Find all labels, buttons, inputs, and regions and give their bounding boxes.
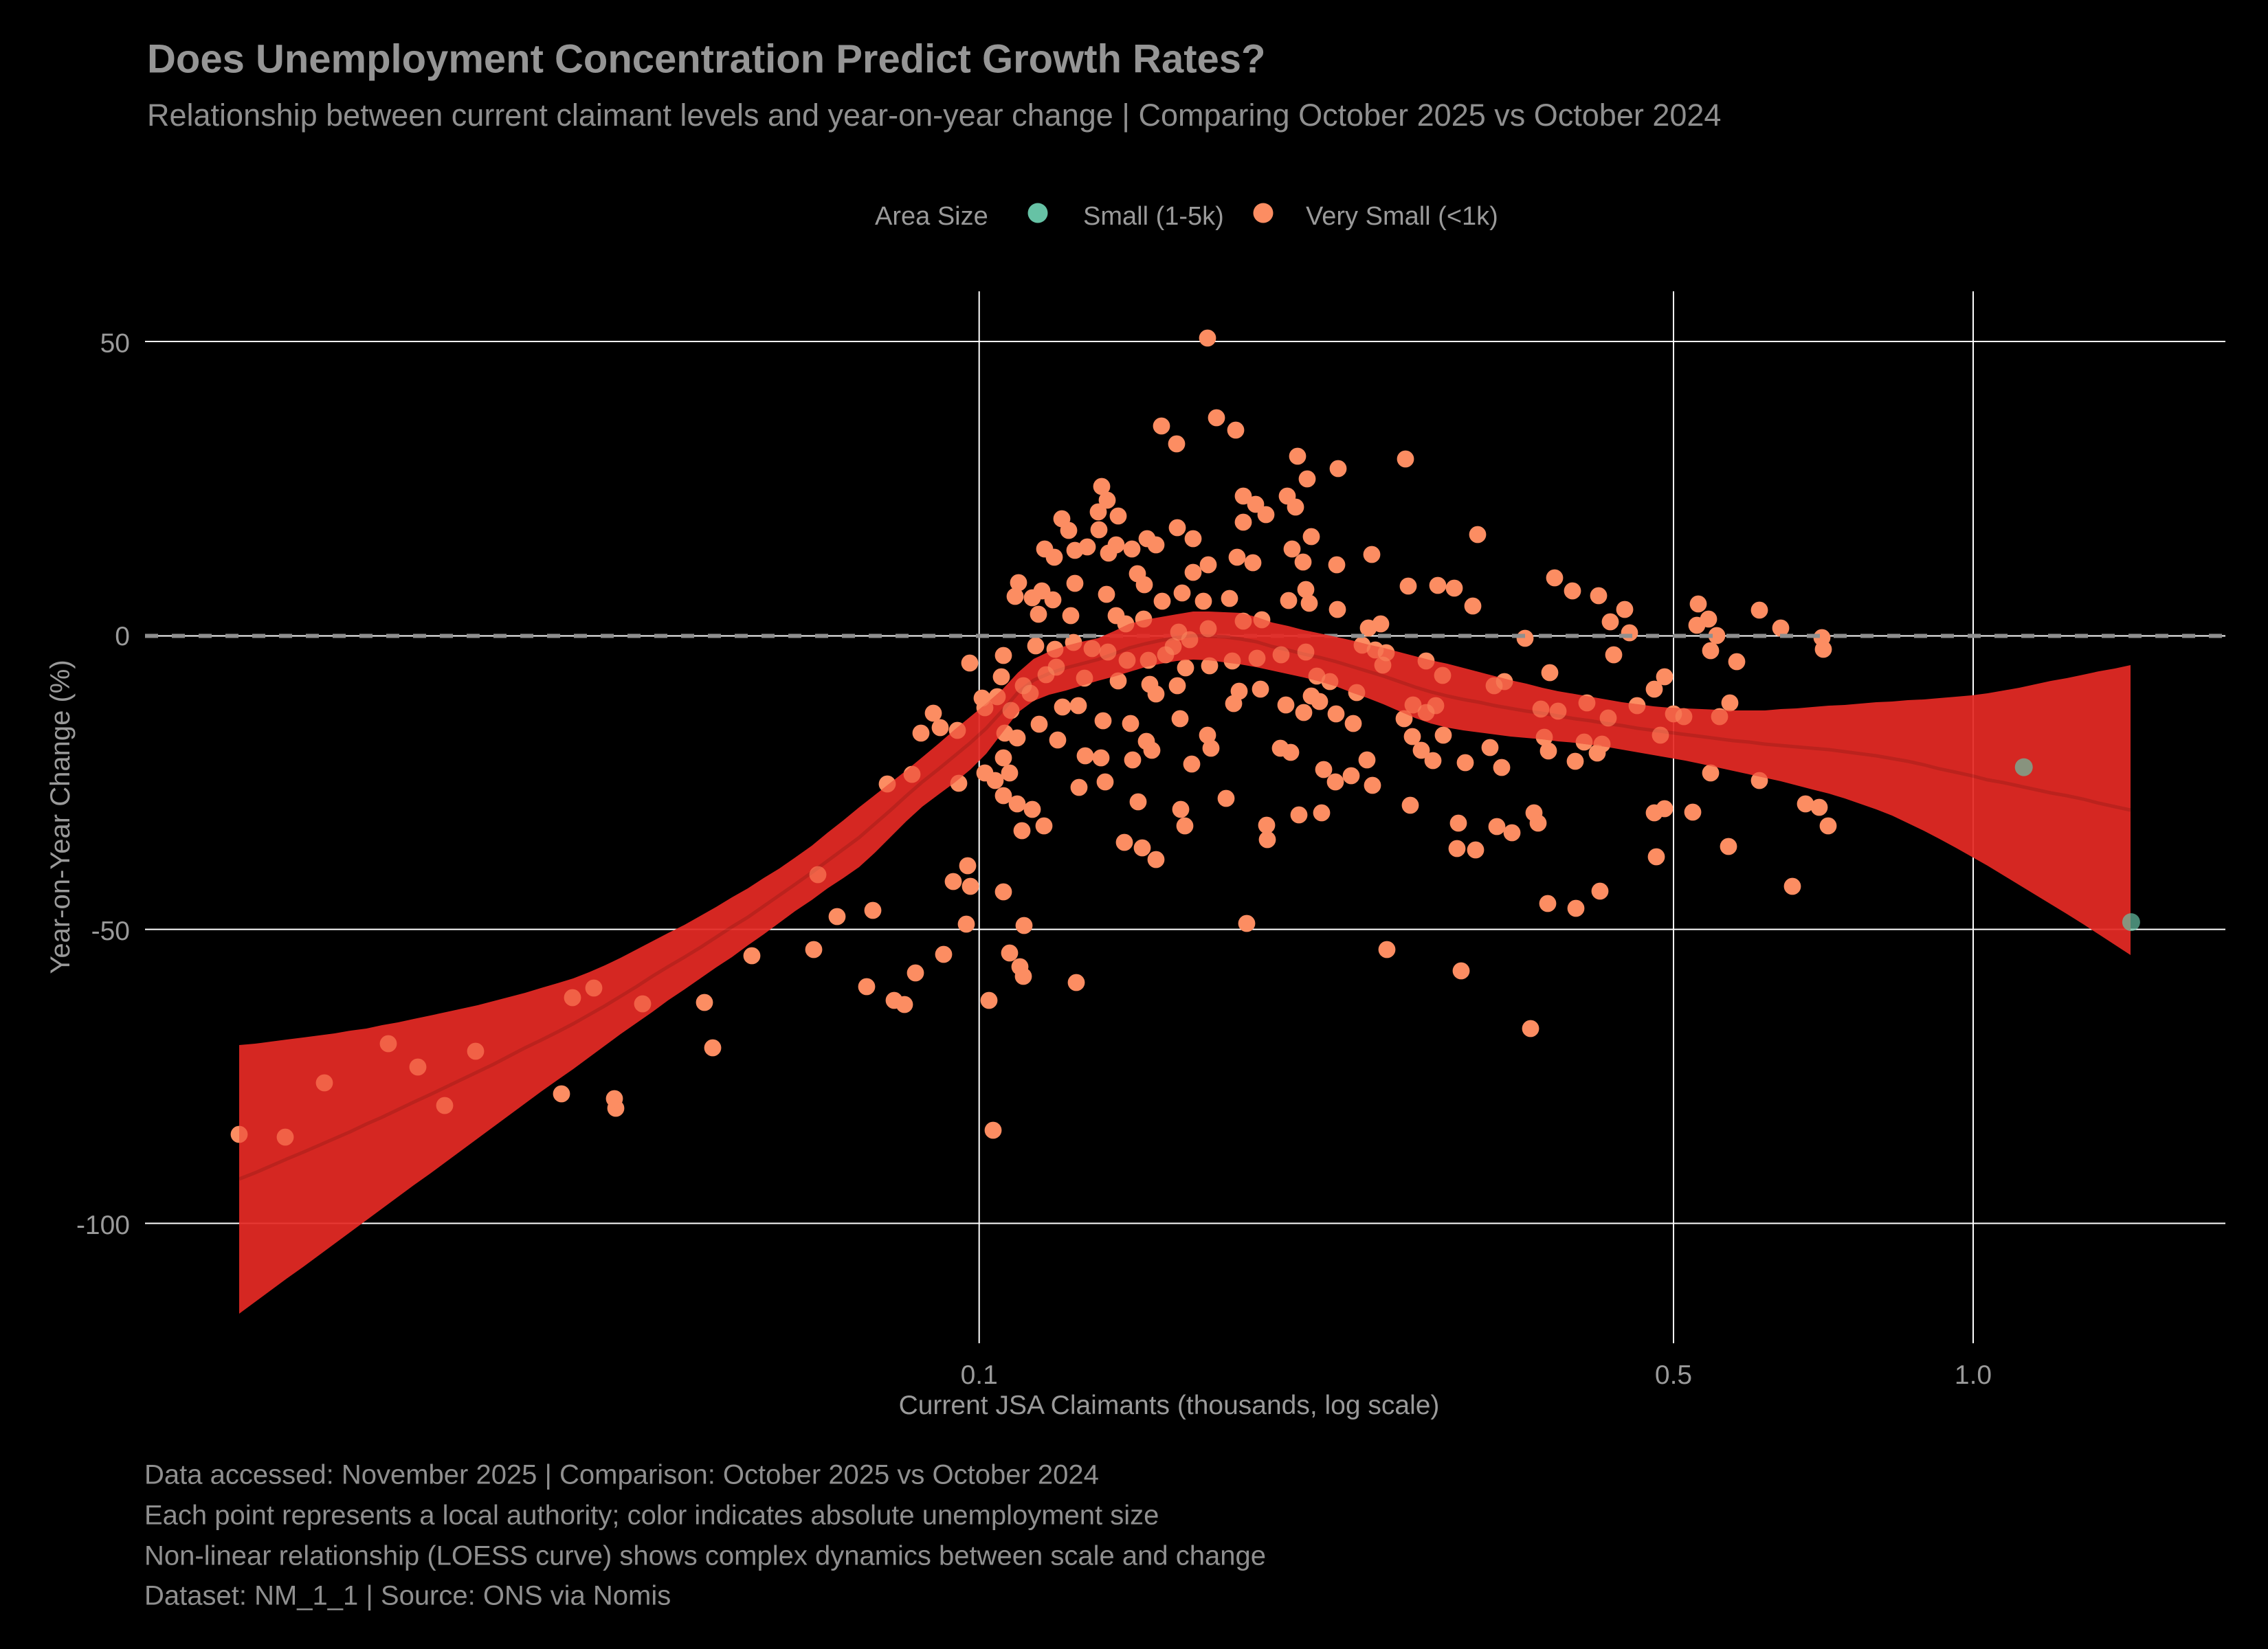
svg-text:0: 0 xyxy=(115,622,130,651)
svg-text:Small (1-5k): Small (1-5k) xyxy=(1083,202,1224,231)
svg-text:Very Small (<1k): Very Small (<1k) xyxy=(1306,202,1498,231)
svg-text:-50: -50 xyxy=(91,917,130,946)
svg-text:Non-linear relationship (LOESS: Non-linear relationship (LOESS curve) sh… xyxy=(144,1541,1266,1571)
svg-text:0.5: 0.5 xyxy=(1655,1360,1692,1390)
svg-text:1.0: 1.0 xyxy=(1955,1360,1992,1390)
svg-text:Data accessed: November 2025 |: Data accessed: November 2025 | Compariso… xyxy=(144,1460,1099,1490)
svg-text:Each point represents a local: Each point represents a local authority;… xyxy=(144,1501,1159,1531)
svg-text:Year-on-Year Change (%): Year-on-Year Change (%) xyxy=(45,660,76,974)
svg-text:-100: -100 xyxy=(76,1211,130,1240)
svg-text:Dataset: NM_1_1 | Source: ONS: Dataset: NM_1_1 | Source: ONS via Nomis xyxy=(144,1581,671,1611)
svg-text:Does Unemployment Concentratio: Does Unemployment Concentration Predict … xyxy=(147,37,1265,82)
svg-text:Relationship between current c: Relationship between current claimant le… xyxy=(147,98,1721,133)
svg-text:Area Size: Area Size xyxy=(875,202,988,231)
svg-text:Current JSA Claimants (thousan: Current JSA Claimants (thousands, log sc… xyxy=(899,1391,1440,1420)
svg-text:50: 50 xyxy=(100,329,130,359)
svg-text:0.1: 0.1 xyxy=(961,1360,998,1390)
